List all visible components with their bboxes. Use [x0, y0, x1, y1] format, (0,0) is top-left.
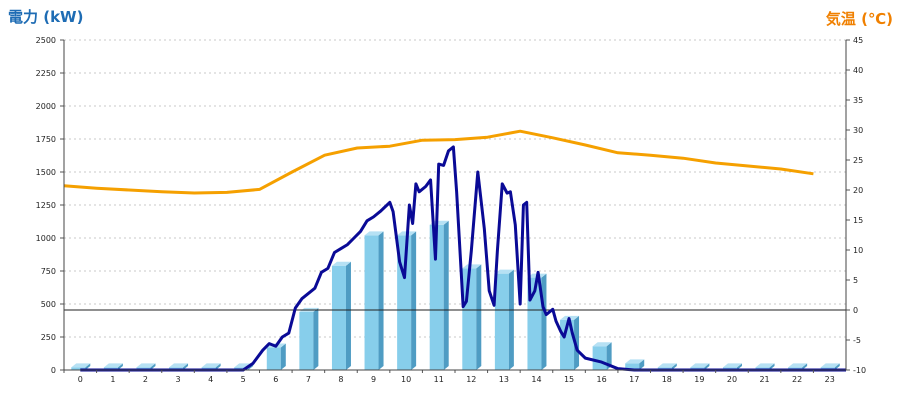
tick-labels: 02505007501000125015001750200022502500-1…	[36, 36, 866, 384]
right-axis-title: 気温 (℃)	[826, 10, 893, 28]
right-tick-label: -10	[853, 366, 866, 375]
power-bars	[71, 220, 840, 370]
x-tick-label: 1	[110, 375, 115, 384]
lines	[63, 129, 846, 372]
x-tick-label: 8	[338, 375, 343, 384]
right-tick-label: 30	[853, 126, 863, 135]
power-bar	[462, 264, 482, 370]
left-tick-label: 750	[41, 267, 56, 276]
x-tick-label: 12	[466, 375, 476, 384]
x-tick-label: 21	[759, 375, 769, 384]
power-bar	[364, 231, 384, 370]
power-bar	[331, 261, 351, 370]
x-tick-label: 7	[306, 375, 311, 384]
left-tick-label: 1250	[36, 201, 56, 210]
power-bar	[299, 307, 319, 370]
x-tick-label: 0	[78, 375, 83, 384]
temperature-line	[63, 129, 814, 195]
power-bar	[71, 363, 91, 370]
x-tick-label: 9	[371, 375, 376, 384]
right-tick-label: 25	[853, 156, 863, 165]
left-tick-label: 0	[51, 366, 56, 375]
left-tick-label: 250	[41, 333, 56, 342]
left-tick-label: 1750	[36, 135, 56, 144]
left-tick-label: 2000	[36, 102, 56, 111]
x-tick-label: 15	[564, 375, 574, 384]
x-tick-label: 13	[499, 375, 509, 384]
x-tick-label: 3	[175, 375, 180, 384]
power-bar	[266, 343, 286, 370]
left-axis-title: 電力 (kW)	[8, 8, 83, 26]
x-tick-label: 17	[629, 375, 639, 384]
right-tick-label: -5	[853, 336, 861, 345]
x-tick-label: 18	[662, 375, 672, 384]
power-bar	[494, 269, 514, 370]
x-tick-label: 22	[792, 375, 802, 384]
left-tick-label: 2250	[36, 69, 56, 78]
x-tick-label: 23	[825, 375, 835, 384]
left-tick-label: 1500	[36, 168, 56, 177]
axes	[60, 39, 850, 373]
x-tick-label: 20	[727, 375, 737, 384]
x-tick-label: 19	[694, 375, 704, 384]
left-tick-label: 1000	[36, 234, 56, 243]
x-tick-label: 5	[241, 375, 246, 384]
right-tick-label: 35	[853, 96, 863, 105]
x-tick-label: 11	[434, 375, 444, 384]
x-tick-label: 16	[597, 375, 607, 384]
x-tick-label: 10	[401, 375, 411, 384]
left-tick-label: 2500	[36, 36, 56, 45]
x-tick-label: 2	[143, 375, 148, 384]
right-tick-label: 45	[853, 36, 863, 45]
power-bar	[625, 359, 645, 370]
right-tick-label: 20	[853, 186, 863, 195]
right-tick-label: 10	[853, 246, 863, 255]
x-tick-label: 4	[208, 375, 213, 384]
right-tick-label: 40	[853, 66, 863, 75]
left-tick-label: 500	[41, 300, 56, 309]
x-tick-label: 14	[531, 375, 541, 384]
right-tick-label: 0	[853, 306, 858, 315]
power-bar	[429, 220, 449, 370]
right-tick-label: 15	[853, 216, 863, 225]
x-tick-label: 6	[273, 375, 278, 384]
power-line	[80, 145, 846, 372]
right-tick-label: 5	[853, 276, 858, 285]
